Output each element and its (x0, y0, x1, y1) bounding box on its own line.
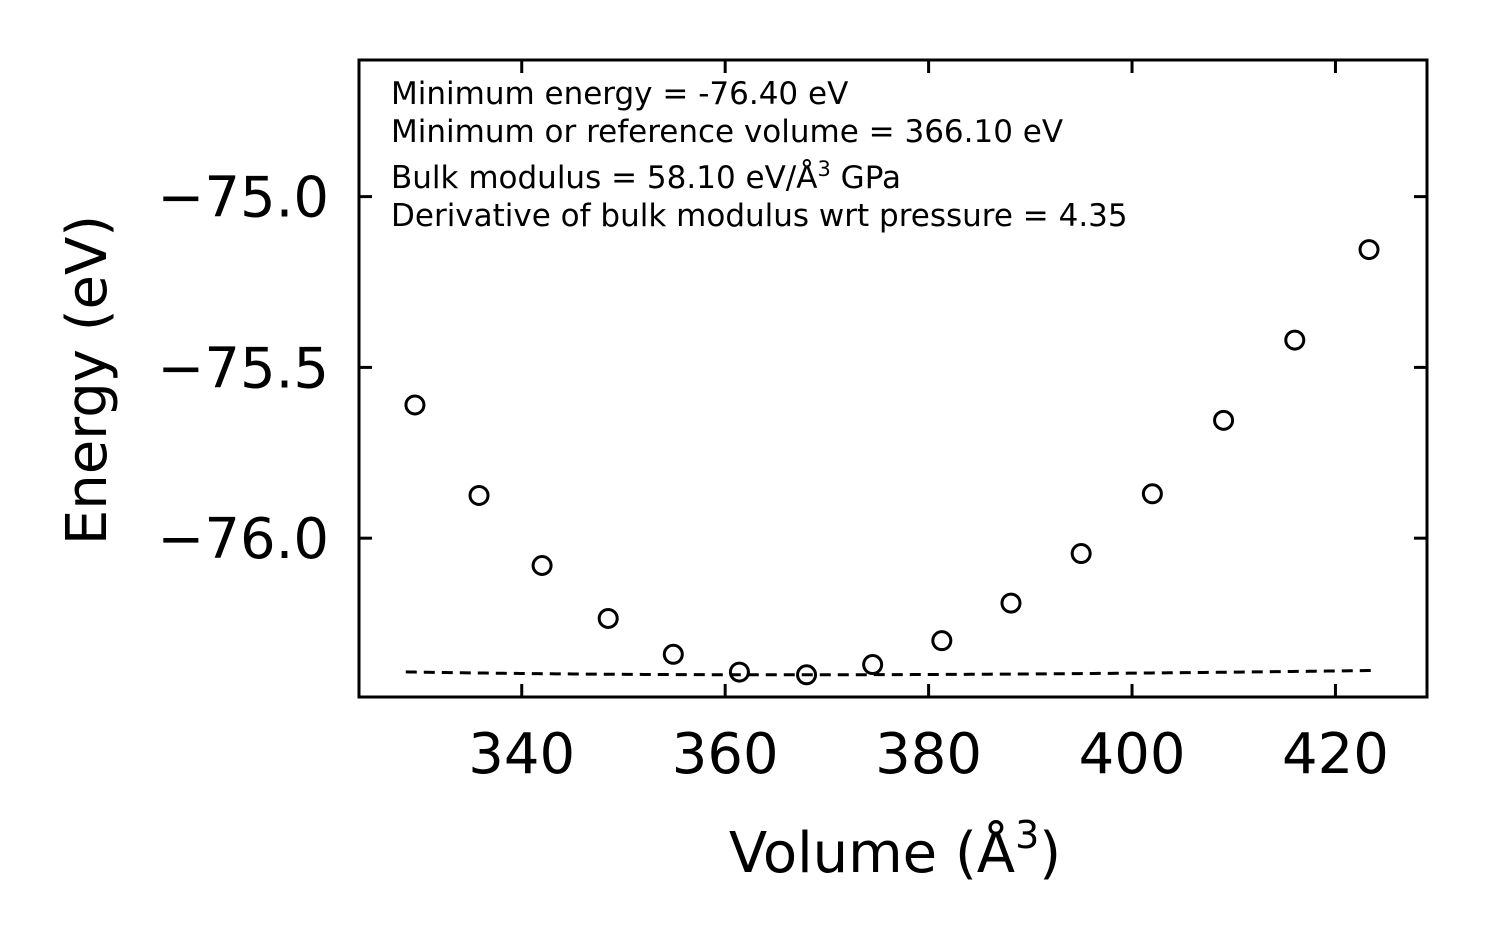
fit-curve-layer (405, 668, 1377, 677)
annotation-bulk-modulus-unit: GPa (831, 160, 901, 196)
y-tick-label: −75.0 (157, 166, 329, 231)
y-axis-label: Energy (eV) (55, 215, 120, 545)
data-point (597, 607, 619, 629)
plot-area (357, 58, 1429, 699)
data-point (1213, 409, 1235, 431)
x-tick-label: 360 (672, 722, 779, 787)
annotation-min-energy: Minimum energy = -76.40 eV (391, 76, 848, 112)
ticks-layer: 340 360 380 400 420 −75.0 −75.5 −76.0 (157, 60, 1427, 787)
data-point (1000, 592, 1022, 614)
x-axis-label: Volume (Å3) (729, 813, 1061, 886)
data-point (1358, 239, 1380, 261)
data-points-layer (404, 239, 1380, 686)
x-tick-label: 340 (468, 722, 575, 787)
x-tick-label: 400 (1079, 722, 1186, 787)
data-point (1070, 543, 1092, 565)
data-point (1284, 329, 1306, 351)
data-point (1141, 483, 1163, 505)
data-point (468, 484, 490, 506)
annotation-bulk-modulus: Bulk modulus = 58.10 eV/Å3 GPa (391, 157, 901, 196)
data-point (531, 555, 553, 577)
annotation-bulk-modulus-main: Bulk modulus = 58.10 eV/Å (391, 160, 817, 196)
x-axis-label-close: ) (1039, 821, 1061, 886)
data-point (931, 630, 953, 652)
annotation-bulk-modulus-sup: 3 (817, 157, 830, 181)
y-tick-label: −76.0 (157, 507, 329, 572)
annotation-bulk-derivative: Derivative of bulk modulus wrt pressure … (391, 198, 1128, 234)
x-tick-label: 420 (1282, 722, 1389, 787)
x-tick-label: 380 (875, 722, 982, 787)
data-point (404, 394, 426, 416)
data-point (862, 654, 884, 676)
data-point (662, 643, 684, 665)
annotation-ref-volume: Minimum or reference volume = 366.10 eV (391, 114, 1063, 150)
data-point (728, 661, 750, 683)
axes-frame (357, 58, 1429, 699)
x-axis-label-main: Volume (Å (729, 820, 1015, 886)
y-tick-label: −75.5 (157, 336, 329, 401)
data-point (796, 664, 818, 686)
x-axis-label-sup: 3 (1015, 813, 1039, 857)
fit-curve-line (405, 668, 1377, 677)
